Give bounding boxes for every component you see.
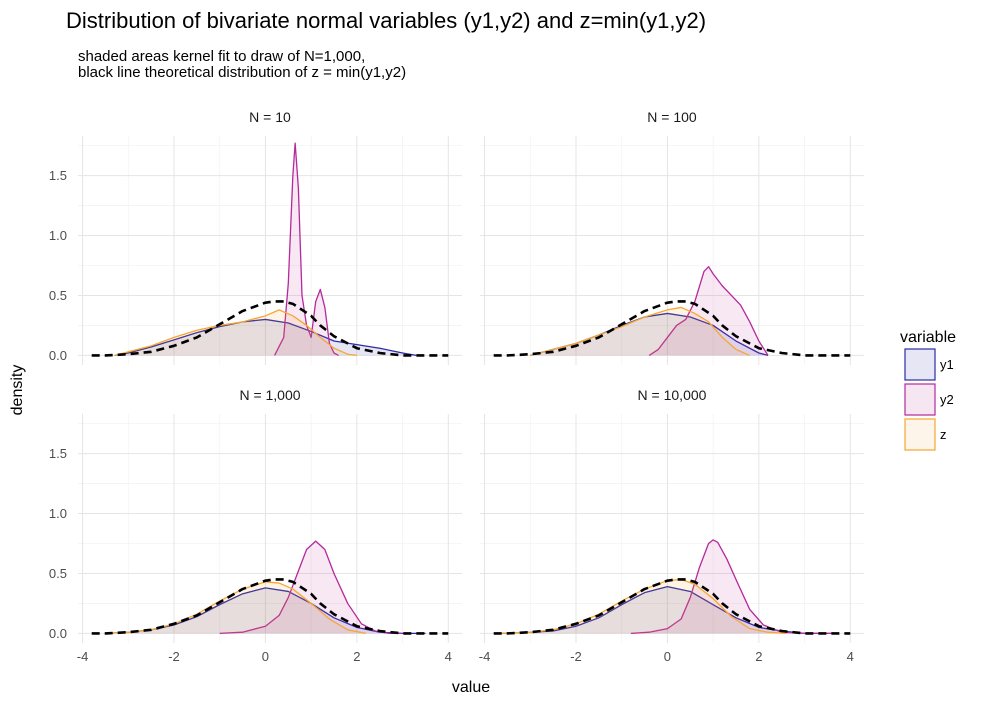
theoretical-z-line [493,578,851,635]
chart-title: Distribution of bivariate normal variabl… [66,8,707,33]
panel-grid [480,136,864,365]
density-area-y1 [114,319,417,356]
x-tick-label: -2 [570,649,582,664]
density-area-z [105,581,366,634]
density-area-y1 [498,586,837,634]
legend-label-z: z [940,427,947,442]
subtitle-line-2: black line theoretical distribution of z… [78,64,407,81]
theoretical-z-line [91,578,449,635]
facet-panel: N = 10,000 -4 -2 0 2 4 [479,387,864,664]
subtitle-line-1: shaded areas kernel fit to draw of N=1,0… [78,48,366,65]
theoretical-z-line [493,300,851,357]
facet-panel: N = 10 0.0 0.5 1.0 1.5 [49,109,462,365]
density-area-z [498,579,787,634]
x-tick-label: 4 [445,649,452,664]
facet-strip-label: N = 1,000 [239,387,300,403]
density-line-z [114,309,357,357]
y-tick-label: 1.0 [49,506,67,521]
density-area-y2 [649,266,768,356]
y-tick-label: 0.0 [49,626,67,641]
legend-key-y1 [904,348,936,381]
facet-strip-label: N = 100 [647,109,697,125]
y-tick-label: 1.5 [49,168,67,183]
y-tick-label: 1.5 [49,446,67,461]
chart-subtitle: shaded areas kernel fit to draw of N=1,0… [78,49,406,81]
facet-strip-label: N = 10,000 [638,387,707,403]
legend-key-z [904,418,936,451]
legend-label-y1: y1 [940,357,954,372]
x-tick-label: 0 [664,649,671,664]
facet-panel: N = 100 [480,109,864,365]
x-tick-label: 2 [755,649,762,664]
x-tick-label: 4 [847,649,854,664]
y-tick-label: 1.0 [49,228,67,243]
density-line-z [530,306,750,357]
density-area-y2 [219,541,403,634]
facet-strip-label: N = 10 [249,109,291,125]
legend-title: variable [900,329,956,346]
density-line-y1 [114,318,417,357]
y-axis-title: density [9,365,26,416]
x-axis-title: value [452,679,490,696]
density-line-y2 [648,266,769,356]
y-tick-label: 0.5 [49,566,67,581]
facet-panel: N = 1,000 0.0 0.5 1.0 1.5 -4 -2 0 2 4 [49,387,462,664]
y-tick-label: 0.5 [49,288,67,303]
theoretical-z-line [91,300,449,357]
legend-label-y2: y2 [940,392,954,407]
panel-grid [78,136,462,365]
density-area-y2 [630,539,837,634]
x-tick-label: -2 [168,649,180,664]
x-tick-label: -4 [77,649,89,664]
density-area-y1 [105,587,426,634]
x-tick-label: 0 [262,649,269,664]
legend: variable y1 y2 z [900,329,956,451]
x-tick-label: 2 [353,649,360,664]
y-tick-label: 0.0 [49,348,67,363]
x-tick-label: -4 [479,649,491,664]
legend-key-y2 [904,383,936,416]
